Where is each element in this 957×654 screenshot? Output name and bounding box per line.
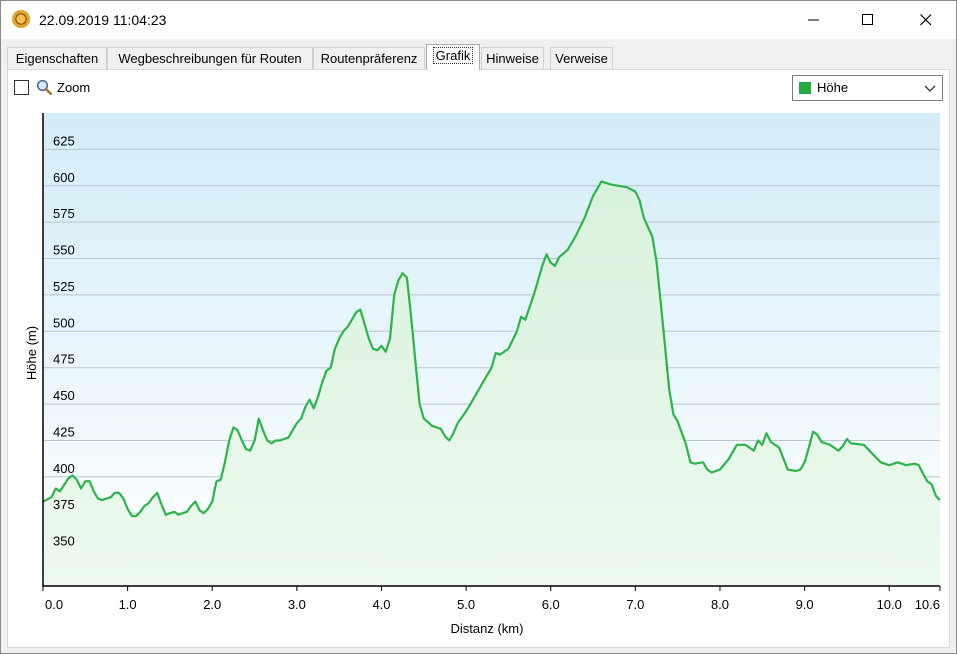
y-tick-label: 600 xyxy=(53,170,75,185)
x-tick-label: 3.0 xyxy=(288,597,306,612)
x-tick-label: 7.0 xyxy=(626,597,644,612)
y-axis-label: Höhe (m) xyxy=(24,326,39,380)
tab-grafik[interactable]: Grafik xyxy=(426,44,480,70)
maximize-button[interactable] xyxy=(845,1,891,39)
x-tick-labels: 0.0 1.0 2.0 3.0 4.0 5.0 6.0 7.0 8.0 9.0 10.0 10.6 xyxy=(42,586,941,612)
maximize-icon xyxy=(862,14,873,25)
tab-label: Wegbeschreibungen für Routen xyxy=(118,51,302,66)
y-tick-label: 550 xyxy=(53,243,75,258)
y-tick-label: 500 xyxy=(53,315,75,330)
window-title: 22.09.2019 11:04:23 xyxy=(39,12,167,28)
tab-wegbeschreibungen[interactable]: Wegbeschreibungen für Routen xyxy=(107,47,313,69)
y-tick-label: 400 xyxy=(53,461,75,476)
magnifier-icon xyxy=(36,79,52,95)
y-tick-labels: 350 375 400 425 450 475 500 525 550 575 600 625 xyxy=(53,133,75,548)
y-tick-label: 625 xyxy=(53,133,75,148)
tab-eigenschaften[interactable]: Eigenschaften xyxy=(7,47,107,69)
app-icon xyxy=(12,10,30,28)
x-tick-label: 4.0 xyxy=(372,597,390,612)
x-tick-label: 0.0 xyxy=(45,597,63,612)
y-tick-label: 575 xyxy=(53,206,75,221)
y-tick-label: 350 xyxy=(53,534,75,549)
x-tick-label: 9.0 xyxy=(796,597,814,612)
x-tick-label: 6.0 xyxy=(542,597,560,612)
y-tick-label: 475 xyxy=(53,352,75,367)
x-axis-label: Distanz (km) xyxy=(451,621,524,636)
tab-routenpraeferenz[interactable]: Routenpräferenz xyxy=(313,47,425,69)
x-tick-label: 2.0 xyxy=(203,597,221,612)
close-icon xyxy=(920,14,932,26)
tab-label: Eigenschaften xyxy=(15,51,99,66)
y-tick-label: 525 xyxy=(53,279,75,294)
x-tick-label: 10.6 xyxy=(915,597,940,612)
series-dropdown-value: Höhe xyxy=(817,80,849,95)
minimize-button[interactable] xyxy=(791,1,837,39)
x-tick-label: 10.0 xyxy=(877,597,902,612)
zoom-label: Zoom xyxy=(57,80,91,95)
tab-label: Verweise xyxy=(555,51,608,66)
zoom-checkbox[interactable] xyxy=(14,80,29,95)
y-tick-label: 425 xyxy=(53,424,75,439)
minimize-icon xyxy=(808,19,819,21)
tab-label: Hinweise xyxy=(486,51,539,66)
x-tick-label: 5.0 xyxy=(457,597,475,612)
elevation-line xyxy=(42,180,941,518)
close-button[interactable] xyxy=(903,1,949,39)
y-tick-label: 450 xyxy=(53,388,75,403)
tab-label: Routenpräferenz xyxy=(320,51,418,66)
tab-hinweise[interactable]: Hinweise xyxy=(481,47,544,69)
y-tick-label: 375 xyxy=(53,497,75,512)
series-dropdown[interactable]: Höhe xyxy=(792,75,943,101)
tab-label: Grafik xyxy=(432,47,474,64)
elevation-area xyxy=(43,181,940,586)
x-tick-label: 1.0 xyxy=(119,597,137,612)
tab-verweise[interactable]: Verweise xyxy=(550,47,613,69)
series-color-swatch xyxy=(799,82,811,94)
x-tick-label: 8.0 xyxy=(711,597,729,612)
title-bar: 22.09.2019 11:04:23 xyxy=(1,1,956,39)
chevron-down-icon xyxy=(924,85,936,92)
